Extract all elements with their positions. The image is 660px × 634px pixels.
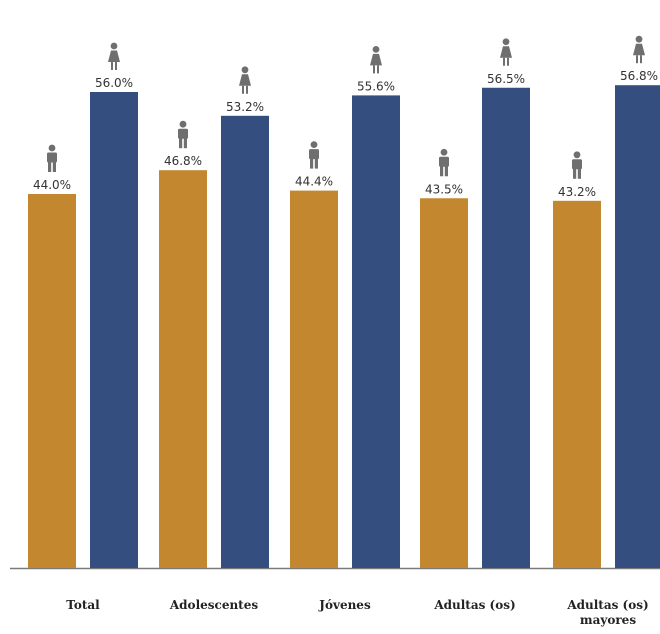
male-figure-icon (572, 151, 582, 178)
bar-male-2 (290, 191, 338, 568)
female-figure-icon (370, 46, 382, 73)
category-label-3: Adultas (os) (433, 598, 515, 612)
bar-male-1 (159, 170, 207, 568)
bar-female-0 (90, 92, 138, 568)
value-label-female-3: 56.5% (487, 72, 525, 86)
bar-male-3 (420, 198, 468, 568)
female-figure-icon (239, 66, 251, 93)
value-label-male-2: 44.4% (295, 175, 333, 189)
value-label-female-1: 53.2% (226, 100, 264, 114)
value-label-male-0: 44.0% (33, 178, 71, 192)
female-figure-icon (108, 43, 120, 70)
value-label-female-0: 56.0% (95, 76, 133, 90)
male-figure-icon (439, 149, 449, 176)
category-label-2: Jóvenes (318, 598, 371, 612)
bar-female-4 (615, 85, 660, 568)
category-label-0: Total (66, 598, 100, 612)
bar-female-2 (352, 95, 400, 568)
bar-male-0 (28, 194, 76, 568)
value-label-male-1: 46.8% (164, 154, 202, 168)
value-label-female-4: 56.8% (620, 69, 658, 83)
bar-female-3 (482, 88, 530, 568)
male-figure-icon (309, 141, 319, 168)
value-label-male-3: 43.5% (425, 182, 463, 196)
female-figure-icon (633, 36, 645, 63)
value-label-male-4: 43.2% (558, 185, 596, 199)
male-figure-icon (47, 145, 57, 172)
bar-female-1 (221, 116, 269, 568)
male-figure-icon (178, 121, 188, 148)
value-label-female-2: 55.6% (357, 79, 395, 93)
female-figure-icon (500, 38, 512, 65)
category-label-4: Adultas (os) mayores (566, 598, 648, 627)
bar-male-4 (553, 201, 601, 568)
category-label-1: Adolescentes (169, 598, 258, 612)
